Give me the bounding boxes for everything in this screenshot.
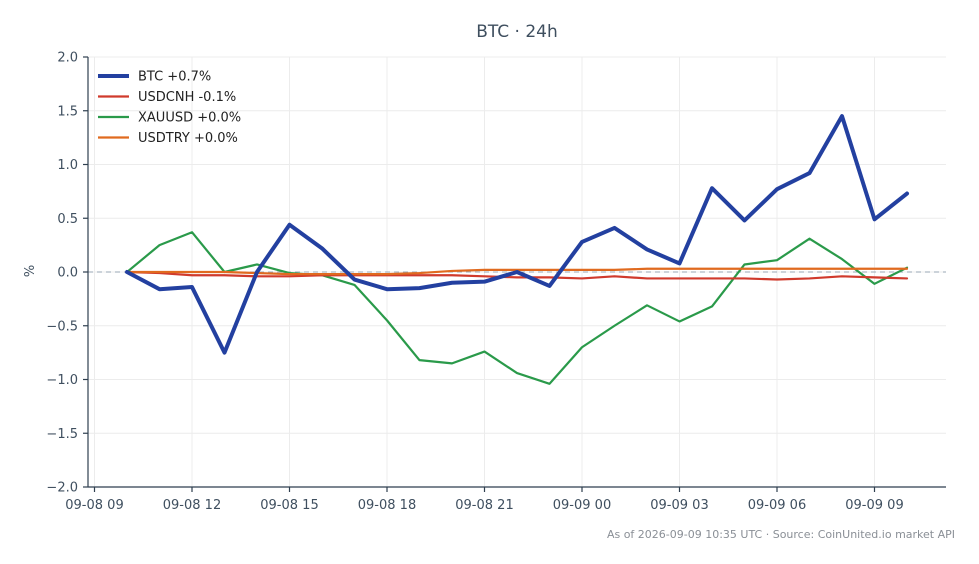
- x-tick-label: 09-08 15: [260, 498, 318, 513]
- axes: 2.0 1.5 1.0 0.5 0.0 −0.5 −1.0 −1.5 −2.0 09-08 09 0…: [46, 51, 946, 513]
- y-tick-label: 1.5: [57, 104, 78, 119]
- y-tick-label: −0.5: [46, 319, 78, 334]
- y-tick-label: 0.0: [57, 266, 78, 281]
- x-tick-label: 09-09 09: [845, 498, 903, 513]
- source-footer: As of 2026-09-09 10:35 UTC · Source: Coi…: [607, 528, 955, 541]
- legend-label-usdcnh: USDCNH -0.1%: [138, 90, 236, 105]
- y-axis-label: %: [23, 265, 38, 277]
- x-tick-label: 09-08 18: [358, 498, 416, 513]
- y-tick-label: −1.0: [46, 373, 78, 388]
- x-tick-label: 09-08 09: [65, 498, 123, 513]
- x-tick-label: 09-09 03: [650, 498, 708, 513]
- legend-label-btc: BTC +0.7%: [138, 70, 211, 85]
- series-line-btc: [125, 114, 909, 355]
- x-tick-label: 09-08 12: [163, 498, 221, 513]
- series-lines: [125, 114, 909, 385]
- y-tick-label: −2.0: [46, 481, 78, 496]
- legend-label-xauusd: XAUUSD +0.0%: [138, 111, 241, 126]
- x-tick-label: 09-09 00: [553, 498, 611, 513]
- chart-title: BTC · 24h: [476, 22, 558, 42]
- y-tick-label: 2.0: [57, 51, 78, 66]
- series-line-xauusd: [125, 231, 909, 385]
- legend-label-usdtry: USDTRY +0.0%: [138, 131, 238, 146]
- y-tick-label: 1.0: [57, 158, 78, 173]
- y-tick-label: −1.5: [46, 427, 78, 442]
- x-tick-label: 09-09 06: [748, 498, 806, 513]
- x-tick-label: 09-08 21: [455, 498, 513, 513]
- y-tick-label: 0.5: [57, 212, 78, 227]
- legend: BTC +0.7% USDCNH -0.1% XAUUSD +0.0% USDTRY …: [98, 70, 241, 146]
